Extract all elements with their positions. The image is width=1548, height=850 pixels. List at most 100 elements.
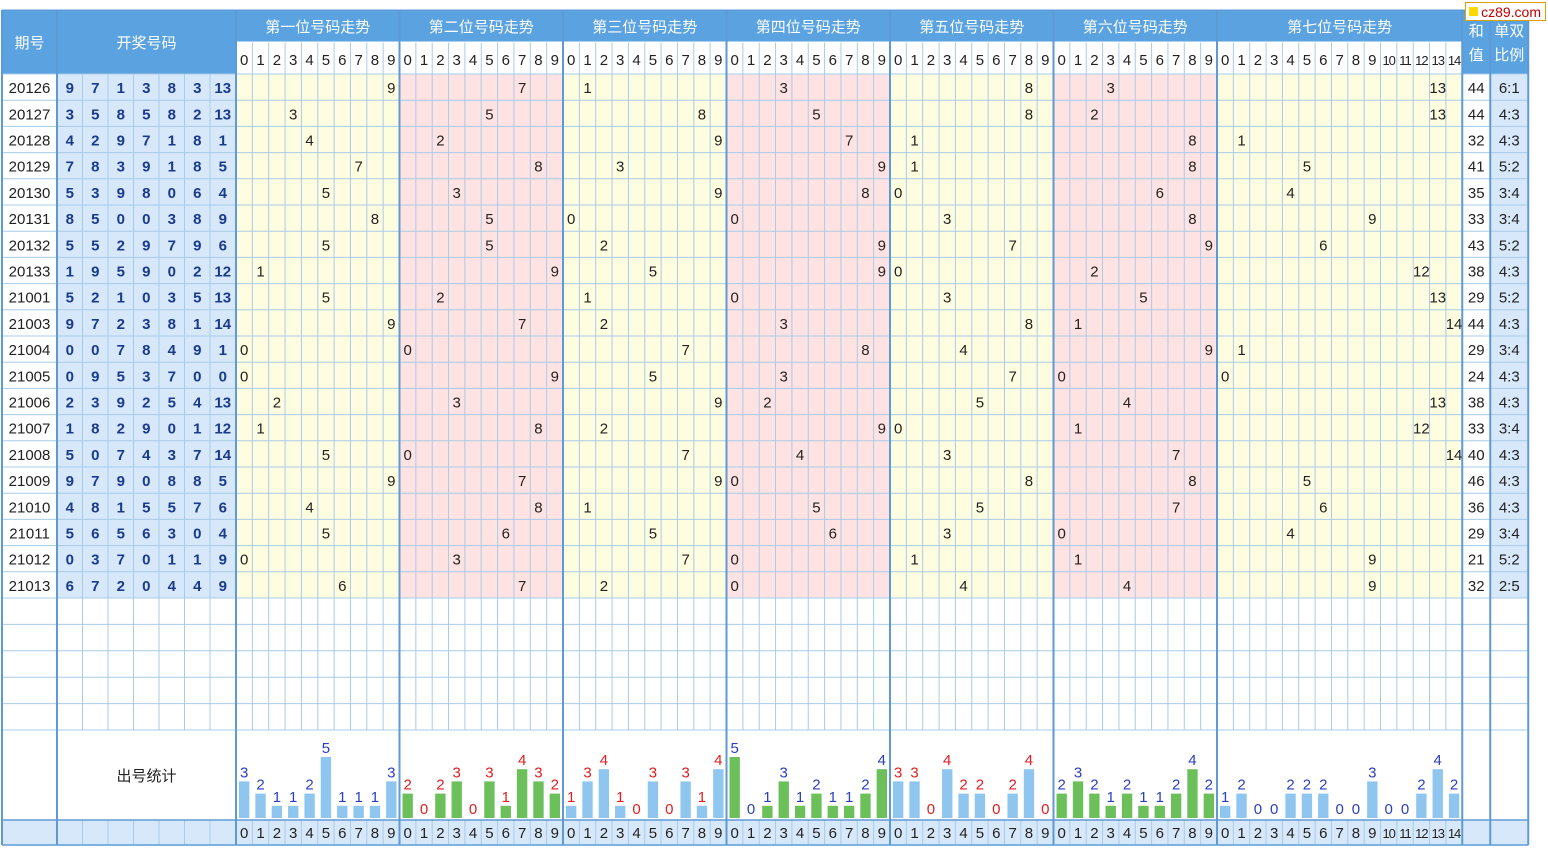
count-bar [713, 769, 724, 818]
draw-number: 7 [91, 80, 99, 97]
sum-header: 和 [1469, 22, 1484, 40]
digit-header: 4 [305, 52, 313, 69]
draw-number: 6 [66, 578, 74, 595]
count-label: 2 [305, 777, 313, 794]
count-label: 3 [910, 764, 918, 781]
digit-header: 8 [698, 52, 706, 69]
trend-marker: 3 [943, 526, 951, 543]
sum-cell: 44 [1468, 106, 1485, 123]
count-label: 5 [731, 740, 739, 757]
sum-cell: 43 [1468, 237, 1485, 254]
draw-number: 9 [66, 316, 74, 333]
footer-digit: 9 [878, 825, 886, 842]
draw-number: 6 [219, 237, 227, 254]
draw-number: 5 [66, 526, 74, 543]
footer-digit: 0 [731, 825, 739, 842]
count-bar [304, 793, 315, 818]
count-bar [843, 805, 855, 818]
period-cell: 21004 [9, 342, 51, 359]
draw-number: 9 [219, 552, 227, 569]
footer-digit: 2 [273, 825, 281, 842]
trend-marker: 4 [305, 499, 313, 516]
digit-header: 4 [796, 52, 804, 69]
draw-number: 8 [91, 421, 99, 438]
draw-number: 3 [117, 159, 125, 176]
footer-digit: 7 [354, 825, 362, 842]
draw-number: 5 [117, 264, 125, 281]
draw-number: 3 [66, 106, 74, 123]
draw-number: 7 [117, 552, 125, 569]
count-label: 0 [420, 801, 428, 818]
draw-number: 13 [214, 290, 231, 307]
footer-digit: 2 [600, 825, 608, 842]
footer-digit: 9 [1041, 825, 1049, 842]
trend-marker: 1 [583, 499, 591, 516]
digit-header: 2 [273, 52, 281, 69]
digit-header: 7 [1335, 52, 1343, 69]
trend-marker: 7 [1172, 499, 1180, 516]
count-bar [647, 781, 659, 818]
digit-header: 5 [322, 52, 330, 69]
draw-number: 0 [219, 368, 227, 385]
digit-header: 3 [1270, 52, 1278, 69]
count-label: 3 [1074, 764, 1082, 781]
trend-marker: 4 [1286, 526, 1294, 543]
footer-digit: 11 [1399, 826, 1411, 841]
trend-marker: 8 [1025, 80, 1033, 97]
footer-digit: 4 [959, 825, 967, 842]
period-cell: 20133 [9, 264, 51, 281]
count-bar [876, 769, 887, 818]
footer-digit: 3 [1270, 825, 1278, 842]
count-label: 3 [1368, 764, 1376, 781]
trend-marker: 0 [731, 211, 739, 228]
footer-digit: 8 [1352, 825, 1360, 842]
trend-marker: 0 [404, 342, 412, 359]
trend-marker: 0 [894, 421, 902, 438]
period-cell: 20130 [9, 185, 51, 202]
count-label: 3 [485, 764, 493, 781]
digit-header: 4 [959, 52, 967, 69]
count-bar [1203, 793, 1214, 818]
count-label: 1 [338, 789, 346, 806]
trend-marker: 0 [731, 290, 739, 307]
trend-marker: 4 [1123, 578, 1131, 595]
digit-header: 6 [1156, 52, 1164, 69]
digit-header: 1 [1237, 52, 1245, 69]
draw-number: 2 [66, 395, 74, 412]
count-label: 0 [1401, 801, 1409, 818]
count-label: 2 [1090, 777, 1098, 794]
footer-digit: 1 [420, 825, 428, 842]
draw-number: 3 [168, 447, 176, 464]
ratio-cell: 5:2 [1499, 290, 1520, 307]
trend-marker: 4 [796, 447, 804, 464]
trend-marker: 4 [1286, 185, 1294, 202]
count-label: 2 [436, 777, 444, 794]
count-bar [1301, 793, 1313, 818]
trend-marker: 5 [485, 106, 493, 123]
footer-digit: 4 [305, 825, 313, 842]
draw-number: 7 [91, 316, 99, 333]
draw-number: 9 [193, 237, 201, 254]
trend-marker: 9 [878, 159, 886, 176]
footer-digit: 1 [583, 825, 591, 842]
count-label: 2 [404, 777, 412, 794]
trend-marker: 0 [1058, 368, 1066, 385]
footer-digit: 3 [1107, 825, 1115, 842]
trend-marker: 5 [1303, 159, 1311, 176]
period-cell: 21003 [9, 316, 51, 333]
trend-marker: 7 [518, 316, 526, 333]
trend-marker: 5 [812, 499, 820, 516]
footer-digit: 1 [1237, 825, 1245, 842]
footer-digit: 0 [567, 825, 575, 842]
trend-marker: 7 [1172, 447, 1180, 464]
digit-header: 3 [616, 52, 624, 69]
draw-number: 0 [142, 290, 150, 307]
count-bar [239, 781, 250, 818]
trend-marker: 4 [1123, 395, 1131, 412]
trend-marker: 8 [1188, 159, 1196, 176]
trend-marker: 2 [600, 578, 608, 595]
footer-digit: 5 [649, 825, 657, 842]
trend-marker: 1 [256, 421, 264, 438]
footer-digit: 6 [1319, 825, 1327, 842]
draw-number: 0 [66, 342, 74, 359]
